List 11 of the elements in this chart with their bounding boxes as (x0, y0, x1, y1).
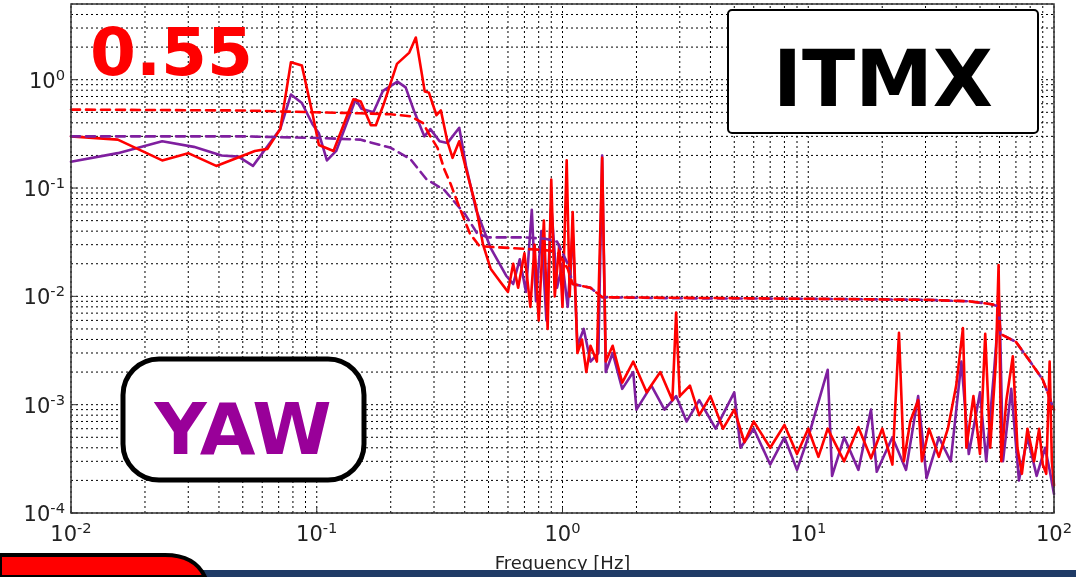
annotation: 0.55 (90, 14, 253, 91)
x-tick-label: 10$^{2}$ (1035, 518, 1073, 546)
y-tick-label: 10$^{-1}$ (23, 173, 65, 202)
x-tick-label: 10$^{0}$ (544, 518, 581, 546)
y-tick-label: 10$^{-2}$ (23, 281, 65, 310)
annotation: ITMX (773, 34, 993, 124)
x-tick-label: 10$^{-1}$ (296, 518, 338, 546)
y-tick-label: 10$^{0}$ (28, 65, 65, 93)
y-tick-label: 10$^{-3}$ (23, 390, 65, 418)
x-tick-label: 10$^{1}$ (790, 518, 827, 546)
annotation: YAW (153, 387, 332, 471)
